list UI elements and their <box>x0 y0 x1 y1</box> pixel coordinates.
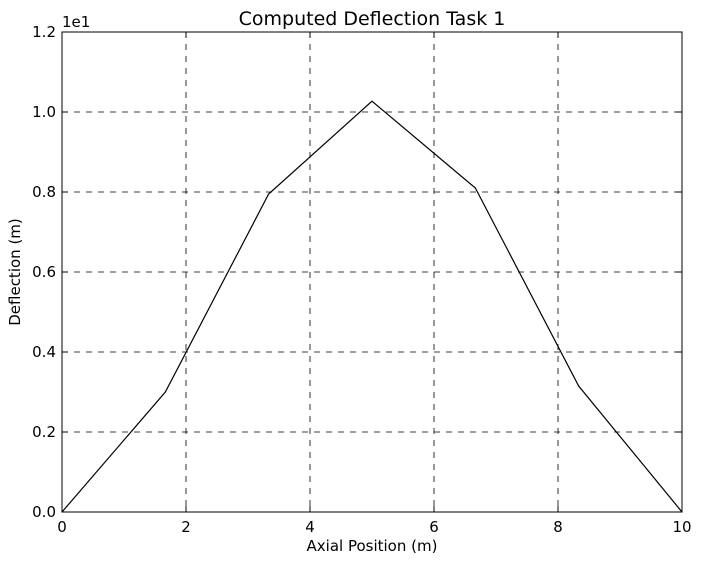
x-axis-label: Axial Position (m) <box>307 537 438 555</box>
x-tick-labels: 0 2 4 6 8 10 <box>57 518 691 536</box>
chart-title: Computed Deflection Task 1 <box>239 8 506 30</box>
x-tick-label: 10 <box>672 518 691 536</box>
x-tick-label: 2 <box>181 518 191 536</box>
axis-ticks <box>61 31 683 513</box>
grid-lines <box>62 32 682 512</box>
y-offset-label: 1e1 <box>62 13 90 31</box>
y-tick-label: 0.2 <box>32 423 56 441</box>
y-tick-label: 0.6 <box>32 263 56 281</box>
x-tick-label: 8 <box>553 518 563 536</box>
series-line <box>61 100 683 513</box>
y-tick-label: 0.4 <box>32 343 56 361</box>
x-tick-label: 4 <box>305 518 315 536</box>
y-tick-label: 0.8 <box>32 183 56 201</box>
x-tick-label: 0 <box>57 518 67 536</box>
x-tick-label: 6 <box>429 518 439 536</box>
series-layer <box>61 100 683 513</box>
y-tick-label: 1.2 <box>32 23 56 41</box>
y-tick-labels: 0.0 0.2 0.4 0.6 0.8 1.0 1.2 <box>32 23 56 521</box>
plot-frame <box>61 31 683 513</box>
y-tick-label: 0.0 <box>32 503 56 521</box>
y-tick-label: 1.0 <box>32 103 56 121</box>
y-axis-label: Deflection (m) <box>6 218 24 326</box>
